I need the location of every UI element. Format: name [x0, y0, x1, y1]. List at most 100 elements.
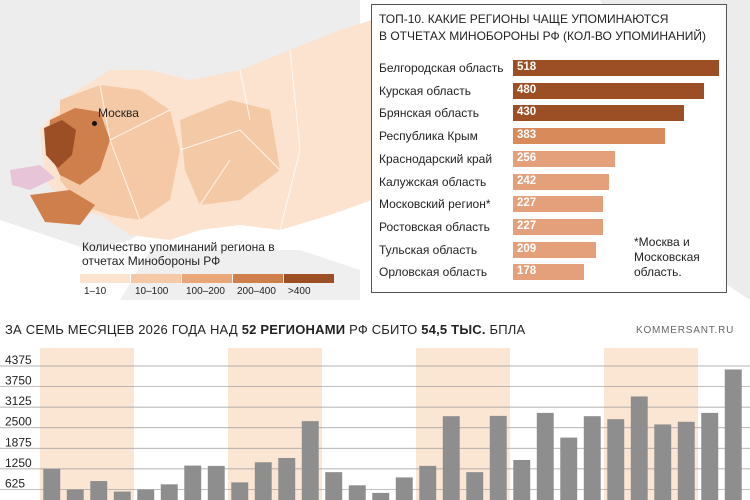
chart-bar [43, 468, 61, 500]
chart-bar [372, 492, 390, 500]
top10-footnote: *Москва и Московская область. [634, 235, 700, 279]
russia-dark-south [30, 190, 95, 225]
legend-swatch [80, 274, 130, 283]
monthly-drone-chart: 625 1250 1875 2500 3125 3750 4375 [0, 348, 750, 500]
top10-value: 209 [517, 242, 537, 255]
chart-bar [395, 477, 413, 500]
top10-region-name: Московский регион* [379, 197, 491, 212]
y-tick-label: 625 [5, 476, 25, 490]
legend-swatch [131, 274, 181, 283]
chart-bar [207, 465, 225, 500]
chart-bar [325, 472, 343, 500]
title-part-2: РФ СБИТО [345, 322, 422, 337]
y-tick-label: 1250 [5, 456, 32, 470]
top10-value: 227 [517, 197, 537, 210]
top10-value: 242 [517, 174, 537, 187]
top10-region-name: Курская область [379, 83, 471, 98]
legend-swatch [284, 274, 334, 283]
top10-bar: 227 [513, 196, 604, 213]
y-tick-label: 2500 [5, 415, 32, 429]
top10-bar: 430 [513, 105, 684, 122]
top10-value: 480 [517, 83, 537, 96]
top10-region-name: Калужская область [379, 174, 487, 189]
legend-bin-label: 10–100 [135, 286, 169, 297]
top10-bar: 480 [513, 82, 704, 99]
chart-bar [630, 396, 648, 500]
legend-swatches: 1–10 10–100 100–200 200–400 >400 [80, 274, 340, 297]
russia-mid-2 [180, 100, 280, 205]
chart-bar [724, 369, 742, 500]
top10-region-name: Республика Крым [379, 129, 478, 144]
top10-value: 430 [517, 106, 537, 119]
top10-title: ТОП-10. КАКИЕ РЕГИОНЫ ЧАЩЕ УПОМИНАЮТСЯ В… [379, 11, 719, 45]
top10-bar: 209 [513, 241, 597, 258]
legend-bin: 100–200 [182, 274, 232, 297]
top10-bar: 178 [513, 264, 584, 281]
top10-bar: 227 [513, 218, 604, 235]
top10-value: 383 [517, 129, 537, 142]
top10-value: 178 [517, 265, 537, 278]
top10-value: 227 [517, 219, 537, 232]
legend-bin-label: 100–200 [186, 286, 225, 297]
top10-region-name: Орловская область [379, 265, 488, 280]
top10-region-name: Краснодарский край [379, 151, 493, 166]
top10-bar: 256 [513, 150, 615, 167]
chart-bar [607, 419, 625, 500]
legend-bin: 200–400 [233, 274, 283, 297]
bottom-chart-title: ЗА СЕМЬ МЕСЯЦЕВ 2026 ГОДА НАД 52 РЕГИОНА… [5, 322, 525, 337]
chart-bar [583, 416, 601, 500]
title-bold-regions: 52 РЕГИОНАМИ [241, 322, 346, 337]
legend-swatch [182, 274, 232, 283]
y-tick-label: 1875 [5, 435, 32, 449]
chart-bar [90, 481, 108, 500]
legend-bin-label: 200–400 [237, 286, 276, 297]
legend-bin-label: >400 [288, 286, 311, 297]
source-label: KOMMERSANT.RU [636, 325, 735, 336]
chart-bar [654, 424, 672, 500]
moscow-label: Москва [98, 106, 139, 120]
legend-bin: 10–100 [131, 274, 181, 297]
russia-darkest [44, 120, 76, 168]
y-tick-label: 3750 [5, 374, 32, 388]
chart-bar [66, 489, 84, 500]
title-part-1: ЗА СЕМЬ МЕСЯЦЕВ 2026 ГОДА НАД [5, 322, 242, 337]
top10-title-line2: В ОТЧЕТАХ МИНОБОРОНЫ РФ (КОЛ-ВО УПОМИНАН… [379, 29, 706, 43]
legend-bin: 1–10 [80, 274, 130, 297]
legend-bin-label: 1–10 [84, 286, 107, 297]
chart-bar [419, 465, 437, 500]
top10-region-name: Тульская область [379, 242, 478, 257]
chart-bar [442, 416, 460, 500]
chart-bar [466, 472, 484, 500]
top10-value: 256 [517, 151, 537, 164]
top10-title-line1: ТОП-10. КАКИЕ РЕГИОНЫ ЧАЩЕ УПОМИНАЮТСЯ [379, 12, 669, 26]
top10-region-name: Брянская область [379, 106, 479, 121]
chart-bar [301, 421, 319, 500]
chart-bar [536, 412, 554, 500]
crimea [10, 165, 55, 190]
top10-value: 518 [517, 61, 537, 73]
top10-bar: 518 [513, 60, 719, 76]
legend-title: Количество упоминаний региона в отчетах … [82, 240, 275, 268]
chart-bar [184, 465, 202, 500]
chart-bar [513, 459, 531, 500]
chart-bar [160, 484, 178, 500]
legend-swatch [233, 274, 283, 283]
top10-panel: ТОП-10. КАКИЕ РЕГИОНЫ ЧАЩЕ УПОМИНАЮТСЯ В… [371, 4, 727, 293]
chart-bar [278, 457, 296, 500]
title-part-3: БПЛА [485, 322, 526, 337]
moscow-marker-icon [92, 121, 97, 126]
top10-region-name: Ростовская область [379, 219, 490, 234]
chart-bar [254, 462, 272, 500]
chart-bar [701, 412, 719, 500]
top10-region-name: Белгородская область [379, 61, 504, 75]
chart-bar [348, 485, 366, 500]
chart-bar [113, 491, 131, 500]
top10-bar: 242 [513, 173, 610, 190]
chart-bar [137, 489, 155, 500]
chart-bar [489, 415, 507, 500]
chart-bar [560, 437, 578, 500]
title-bold-count: 54,5 ТЫС. [421, 322, 486, 337]
y-tick-label: 4375 [5, 353, 32, 367]
map-legend: Количество упоминаний региона в отчетах … [80, 240, 340, 297]
chart-bar [231, 482, 249, 500]
